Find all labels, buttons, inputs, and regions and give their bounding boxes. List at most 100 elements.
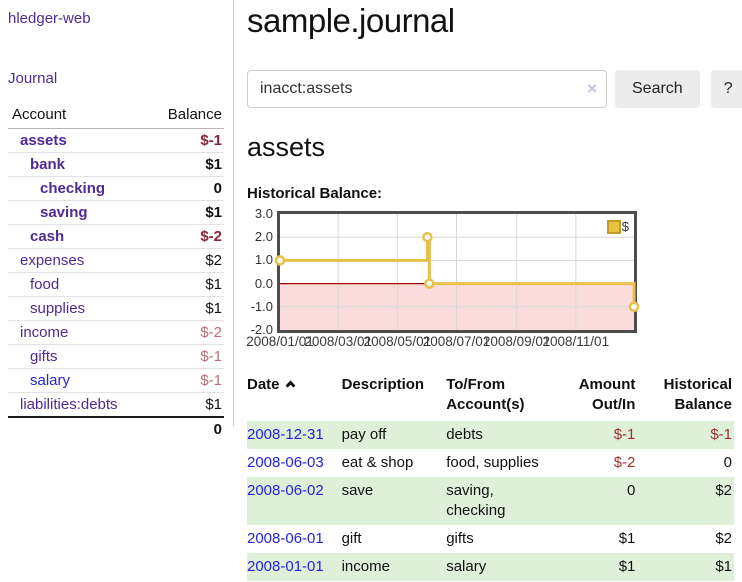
accounts-total-row: 0 (8, 416, 224, 441)
account-balance: $-1 (148, 344, 224, 369)
column-historical-balance: Historical Balance (663, 376, 732, 413)
transaction-balance: $2 (715, 530, 732, 547)
transaction-accounts: food, supplies (446, 454, 539, 471)
legend-swatch-icon (606, 219, 621, 234)
account-balance: $-1 (148, 368, 224, 393)
account-row-cash: cash $-2 (8, 224, 224, 249)
account-row-saving: saving $1 (8, 200, 224, 225)
account-balance: $-1 (148, 128, 224, 153)
account-link-saving[interactable]: saving (40, 204, 88, 221)
account-balance: $1 (148, 200, 224, 225)
column-tofrom-accounts: To/From Account(s) (446, 376, 525, 413)
account-link-gifts[interactable]: gifts (30, 348, 58, 365)
transaction-balance: $-1 (637, 421, 734, 449)
account-link-bank[interactable]: bank (30, 156, 66, 173)
account-balance: $-2 (148, 224, 224, 249)
transaction-date-link[interactable]: 2008-06-02 (247, 482, 324, 499)
transaction-date-link[interactable]: 2008-01-01 (247, 558, 324, 575)
transaction-amount: $1 (548, 553, 638, 581)
transaction-accounts: gifts (446, 530, 474, 547)
page-title: sample.journal (247, 2, 455, 39)
account-link-cash[interactable]: cash (30, 228, 65, 245)
transaction-description: eat & shop (341, 454, 414, 471)
transaction-date-link[interactable]: 2008-06-03 (247, 454, 324, 471)
transaction-description: income (341, 553, 447, 581)
transaction-accounts: debts (446, 421, 549, 449)
account-link-income[interactable]: income (20, 324, 69, 341)
account-link-salary[interactable]: salary (30, 372, 71, 389)
account-row-checking: checking 0 (8, 176, 224, 201)
account-balance: $1 (148, 296, 224, 321)
account-row-bank: bank $1 (8, 152, 224, 177)
register-table: Date Description To/From Account(s) Amoun… (247, 371, 734, 581)
transaction-description: gift (341, 530, 362, 547)
account-row-salary: salary $-1 (8, 368, 224, 393)
transaction-balance: 0 (723, 454, 732, 471)
account-link-assets[interactable]: assets (20, 132, 67, 149)
account-balance: 0 (148, 176, 224, 201)
register-header-row: Date Description To/From Account(s) Amoun… (247, 371, 734, 421)
account-row-supplies: supplies $1 (8, 296, 224, 321)
column-account: Account (8, 103, 149, 129)
register-row: 2008-12-31 pay off debts $-1 $-1 (247, 421, 734, 449)
chart-canvas (274, 214, 640, 330)
register-row: 2008-06-03 eat & shop food, supplies $-2… (247, 449, 734, 477)
sort-ascending-icon (285, 380, 295, 391)
register-row: 2008-06-01 gift gifts $1 $2 (247, 525, 734, 553)
search-button[interactable]: Search (615, 70, 700, 108)
accounts-total-value: 0 (148, 416, 224, 441)
account-link-supplies[interactable]: supplies (30, 300, 86, 317)
account-row-gifts: gifts $-1 (8, 344, 224, 369)
account-balance: $1 (148, 152, 224, 177)
chart-plot-area: $ (274, 211, 640, 333)
column-amount-outin: Amount Out/In (578, 376, 636, 413)
chart-y-axis-labels: 3.0 2.0 1.0 0.0 -1.0 -2.0 (250, 206, 273, 337)
app-brand-link[interactable]: hledger-web (8, 10, 91, 27)
register-row: 2008-06-02 save saving, checking 0 $2 (247, 477, 734, 525)
chart-legend: $ (606, 219, 629, 234)
transaction-amount: $-1 (548, 421, 638, 449)
account-row-assets: assets $-1 (8, 128, 224, 153)
account-row-liabilities-debts: liabilities:debts $1 (8, 392, 224, 418)
legend-label: $ (621, 219, 629, 234)
column-balance: Balance (148, 103, 224, 129)
transaction-balance: $1 (637, 553, 734, 581)
search-input[interactable] (247, 70, 607, 108)
account-row-food: food $1 (8, 272, 224, 297)
help-button[interactable]: ? (710, 70, 742, 108)
sidebar: hledger-web Journal Account Balance asse… (8, 0, 234, 441)
transaction-accounts: salary (446, 553, 549, 581)
nav-journal-link[interactable]: Journal (8, 70, 58, 87)
transaction-amount: $-2 (613, 454, 636, 471)
column-description: Description (341, 376, 425, 393)
clear-search-icon[interactable]: × (587, 79, 597, 98)
transaction-description: save (341, 477, 447, 525)
account-tree-header: Account Balance (8, 103, 224, 129)
search-bar: × Search ? (247, 70, 742, 108)
transaction-date-link[interactable]: 2008-12-31 (247, 426, 324, 443)
chart-label: Historical Balance: (247, 185, 383, 202)
historical-balance-chart: 3.0 2.0 1.0 0.0 -1.0 -2.0 $ 2008/01/01 2008/03… (246, 206, 734, 353)
transaction-amount: $1 (618, 530, 636, 547)
account-link-expenses[interactable]: expenses (20, 252, 85, 269)
account-link-liabilities-debts[interactable]: liabilities:debts (20, 396, 118, 413)
account-page-title: assets (247, 132, 326, 162)
account-link-checking[interactable]: checking (40, 180, 106, 197)
register-row: 2008-01-01 income salary $1 $1 (247, 553, 734, 581)
account-row-expenses: expenses $2 (8, 248, 224, 273)
main-content: sample.journal × Search ? assets Histori… (246, 0, 742, 581)
transaction-date-link[interactable]: 2008-06-01 (247, 530, 324, 547)
account-balance: $2 (148, 248, 224, 273)
transaction-accounts: saving, checking (446, 477, 549, 525)
column-date-sort[interactable]: Date (247, 371, 342, 421)
chart-x-axis-labels: 2008/01/01 2008/03/01 2008/05/01 2008/07/01… (246, 334, 610, 349)
transaction-balance: $2 (637, 477, 734, 525)
transaction-description: pay off (341, 421, 447, 449)
account-tree-table: Account Balance assets $-1 bank $1 check… (8, 103, 224, 441)
account-row-income: income $-2 (8, 320, 224, 345)
account-link-food[interactable]: food (30, 276, 60, 293)
account-balance: $-2 (148, 320, 224, 345)
transaction-amount: 0 (548, 477, 638, 525)
account-balance: $1 (148, 272, 224, 297)
account-balance: $1 (148, 392, 224, 418)
